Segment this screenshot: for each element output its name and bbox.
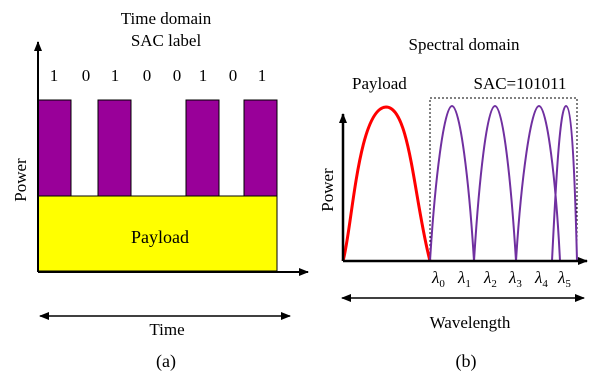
panel-a-caption: (a) <box>156 351 176 372</box>
bit-label: 1 <box>199 66 208 85</box>
payload-block <box>37 195 278 272</box>
wavelength-label: λ0 <box>431 268 445 290</box>
bit-label: 1 <box>50 66 59 85</box>
pulse-bar <box>37 99 72 197</box>
wavelength-label: λ3 <box>508 268 522 290</box>
spectral-peak <box>429 104 475 262</box>
sac-code-region <box>429 97 578 262</box>
panel-b-caption: (b) <box>456 351 477 372</box>
bit-label: 0 <box>173 66 182 85</box>
wavelength-label: λ5 <box>557 268 571 290</box>
wavelength-labels: λ0 λ1 λ2 λ3 λ4 λ5 <box>431 268 571 290</box>
panel-b-payload-label: Payload <box>352 74 407 93</box>
pulse-bar <box>185 99 220 197</box>
panel-b-title: Spectral domain <box>409 35 520 54</box>
bit-label: 0 <box>229 66 238 85</box>
panel-b-x-axis-label: Wavelength <box>430 313 511 332</box>
wavelength-label: λ1 <box>457 268 471 290</box>
sac-code-label: SAC=101011 <box>473 74 566 93</box>
pulse-bar <box>97 99 132 197</box>
bit-label: 1 <box>258 66 267 85</box>
payload-block-label: Payload <box>131 227 189 247</box>
wavelength-label: λ4 <box>534 268 548 290</box>
code-pulses <box>37 99 278 197</box>
spectral-peak <box>473 104 517 262</box>
bit-label: 0 <box>82 66 91 85</box>
bit-label: 0 <box>143 66 152 85</box>
panel-b: Spectral domain Payload SAC=101011 Power… <box>318 35 588 372</box>
bit-labels: 1 0 1 0 0 1 0 1 <box>50 66 267 85</box>
bit-label: 1 <box>111 66 120 85</box>
panel-a: Time domain SAC label 1 0 1 0 0 1 0 1 Pa… <box>11 9 309 372</box>
panel-a-x-axis-label: Time <box>149 320 184 339</box>
panel-b-y-axis-label: Power <box>318 168 337 212</box>
panel-a-title-line1: Time domain <box>121 9 212 28</box>
pulse-bar <box>243 99 278 197</box>
panel-a-y-axis-label: Power <box>11 158 30 202</box>
spectral-peak <box>551 104 578 262</box>
spectral-peaks <box>429 104 578 262</box>
panel-a-title-line2: SAC label <box>131 31 202 50</box>
payload-spectrum-curve <box>341 105 432 262</box>
wavelength-label: λ2 <box>483 268 497 290</box>
